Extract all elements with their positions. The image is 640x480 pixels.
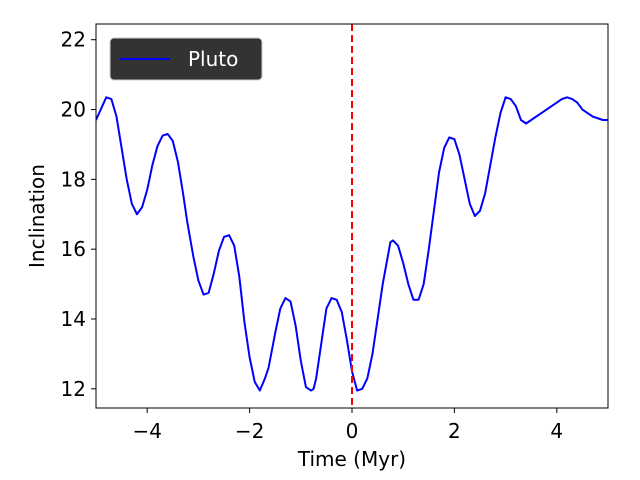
y-tick-label: 16 (61, 237, 86, 261)
legend: Pluto (109, 37, 263, 81)
series-layer (96, 96, 608, 392)
y-tick-label: 20 (61, 98, 86, 122)
y-tick-label: 18 (61, 167, 86, 191)
y-tick-label: 22 (61, 28, 86, 52)
y-tick-label: 14 (61, 307, 86, 331)
x-tick-label: 4 (550, 419, 563, 443)
x-tick-label: −4 (132, 419, 161, 443)
x-tick-label: −2 (235, 419, 264, 443)
x-axis-label: Time (Myr) (297, 447, 406, 471)
legend-box (109, 37, 263, 81)
x-axis-ticks: −4 −2 0 2 4 (132, 408, 563, 443)
series-line-pluto (96, 96, 608, 392)
x-tick-label: 0 (346, 419, 359, 443)
plot-frame (95, 23, 609, 409)
y-axis-label: Inclination (25, 164, 49, 268)
x-tick-label: 2 (448, 419, 461, 443)
y-tick-label: 12 (61, 377, 86, 401)
y-axis-ticks: 12 14 16 18 20 22 (61, 28, 96, 401)
legend-label-pluto: Pluto (188, 47, 238, 71)
